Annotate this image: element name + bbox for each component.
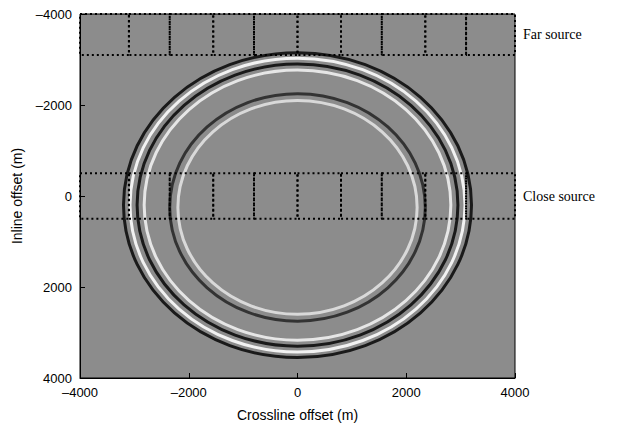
svg-text:Crossline offset (m): Crossline offset (m) xyxy=(237,407,358,423)
svg-text:2000: 2000 xyxy=(392,385,421,400)
svg-text:4000: 4000 xyxy=(501,385,530,400)
svg-text:–2000: –2000 xyxy=(171,385,207,400)
svg-text:0: 0 xyxy=(65,189,72,204)
svg-text:Far source: Far source xyxy=(523,27,582,42)
svg-text:Inline offset (m): Inline offset (m) xyxy=(9,148,25,244)
svg-text:–2000: –2000 xyxy=(36,98,72,113)
svg-text:2000: 2000 xyxy=(43,280,72,295)
svg-text:Close source: Close source xyxy=(523,189,595,204)
svg-text:–4000: –4000 xyxy=(36,7,72,22)
svg-text:4000: 4000 xyxy=(43,371,72,386)
svg-text:–4000: –4000 xyxy=(62,385,98,400)
svg-text:0: 0 xyxy=(294,385,301,400)
